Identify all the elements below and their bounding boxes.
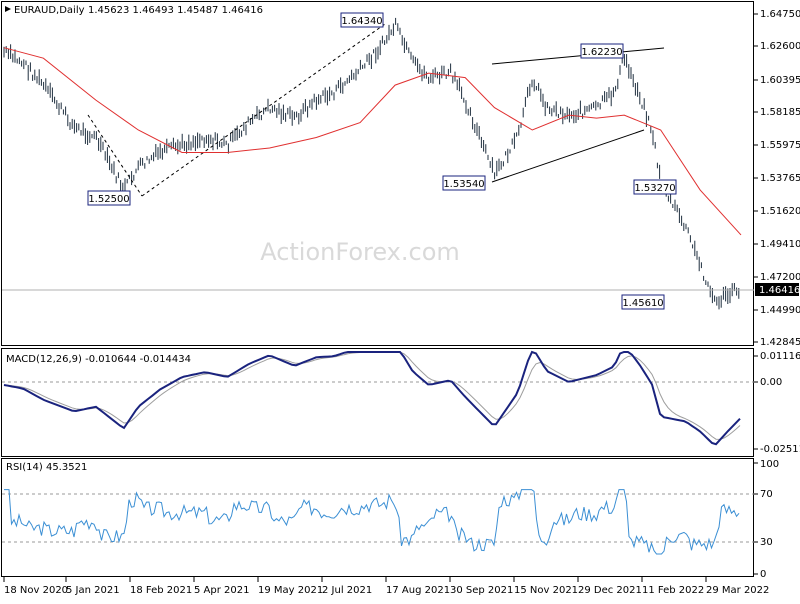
price-tick: 1.51620: [760, 206, 800, 217]
svg-text:1.45610: 1.45610: [622, 298, 663, 309]
date-axis: 18 Nov 2020 5 Jan 2021 18 Feb 2021 5 Apr…: [3, 577, 769, 596]
macd-tick: 0.011168: [760, 351, 800, 362]
date-tick: 30 Sep 2021: [450, 585, 513, 596]
rsi-tick: 30: [760, 537, 773, 548]
svg-text:1.62230: 1.62230: [581, 47, 622, 58]
last-price-marker: [755, 283, 799, 296]
watermark: ActionForex.com: [260, 238, 460, 266]
last-price-label: 1.46416: [759, 285, 800, 296]
annotation-162230: 1.62230: [580, 43, 624, 59]
date-tick: 18 Nov 2020: [4, 585, 68, 596]
ohlc-values: 1.45623 1.46493 1.45487 1.46416: [88, 5, 263, 16]
macd-tick: -0.025117: [760, 444, 800, 455]
macd-panel: MACD(12,26,9) -0.010644 -0.014434 0.0111…: [2, 350, 800, 455]
rsi-tick: 70: [760, 489, 773, 500]
price-tick: 1.60395: [760, 75, 800, 86]
rsi-panel: RSI(14) 45.3521 100 70 30 0: [2, 459, 779, 580]
rsi-tick: 100: [760, 459, 779, 470]
price-bars: [3, 17, 740, 310]
macd-signal-line: [3, 351, 741, 440]
svg-text:1.53540: 1.53540: [443, 179, 484, 190]
macd-line: [3, 350, 741, 446]
upper-trendline: [491, 47, 665, 65]
date-tick: 19 May 2021: [258, 585, 323, 596]
lower-trendline: [491, 129, 645, 183]
price-tick: 1.55975: [760, 140, 800, 151]
annotation-152500: 1.52500: [87, 190, 131, 206]
price-panel-frame: [1, 1, 754, 346]
svg-text:1.53270: 1.53270: [634, 183, 675, 194]
price-tick: 1.64750: [760, 9, 800, 20]
macd-panel-frame: [1, 348, 754, 457]
date-tick: 11 Feb 2022: [642, 585, 704, 596]
rsi-header: RSI(14) 45.3521: [6, 462, 87, 473]
date-tick: 29 Mar 2022: [706, 585, 769, 596]
dashed-trendline-up: [141, 23, 386, 197]
date-tick: 5 Apr 2021: [194, 585, 249, 596]
rsi-panel-frame: [1, 458, 754, 577]
price-tick: 1.47200: [760, 272, 800, 283]
macd-tick: 0.00: [760, 377, 782, 388]
rsi-line: [4, 489, 740, 555]
svg-text:1.52500: 1.52500: [88, 194, 129, 205]
symbol-label: EURAUD,Daily: [14, 5, 85, 16]
price-tick: 1.62600: [760, 41, 800, 52]
macd-header: MACD(12,26,9) -0.010644 -0.014434: [6, 354, 191, 365]
date-tick: 29 Dec 2021: [578, 585, 642, 596]
trendlines: [87, 23, 665, 197]
annotation-164340: 1.64340: [340, 12, 384, 28]
date-tick: 17 Aug 2021: [386, 585, 450, 596]
price-tick: 1.44990: [760, 305, 800, 316]
dashed-trendline-down: [87, 114, 143, 197]
date-tick: 2 Jul 2021: [322, 585, 372, 596]
annotation-153270: 1.53270: [633, 179, 677, 195]
price-axis: 1.64750 1.62600 1.60395 1.58185 1.55975 …: [754, 9, 800, 348]
price-tick: 1.53765: [760, 173, 800, 184]
date-tick: 5 Jan 2021: [66, 585, 120, 596]
price-tick: 1.49410: [760, 239, 800, 250]
annotation-145610: 1.45610: [621, 294, 665, 310]
date-tick: 15 Nov 2021: [514, 585, 578, 596]
rsi-tick: 0: [760, 569, 766, 580]
price-tick: 1.58185: [760, 107, 800, 118]
price-tick: 1.42845: [760, 337, 800, 348]
chart-header: EURAUD,Daily 1.45623 1.46493 1.45487 1.4…: [5, 5, 263, 16]
collapse-arrow-icon: [5, 6, 11, 12]
annotation-153540: 1.53540: [442, 175, 486, 191]
moving-average-line: [3, 47, 742, 236]
date-tick: 18 Feb 2021: [130, 585, 192, 596]
svg-text:1.64340: 1.64340: [341, 16, 382, 27]
